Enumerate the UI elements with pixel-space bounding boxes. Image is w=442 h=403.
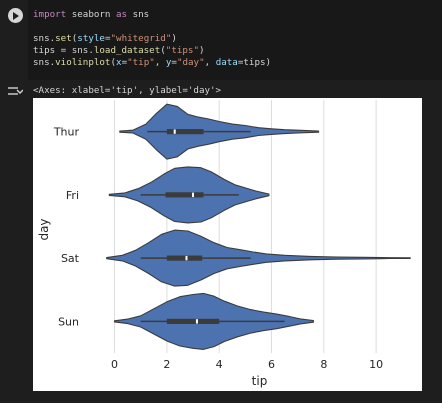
- code-token: "tip": [127, 57, 155, 68]
- code-token: "day": [176, 57, 205, 68]
- x-tick-label: 0: [111, 358, 118, 371]
- code-token: ): [171, 33, 177, 44]
- code-token: violinplot: [55, 57, 111, 68]
- code-line: sns.violinplot(x="tip", y="day", data=ti…: [33, 57, 271, 69]
- code-token: as: [116, 9, 128, 20]
- median-marker: [185, 255, 188, 261]
- code-token: "tips": [165, 45, 199, 56]
- code-token: (: [71, 33, 78, 44]
- code-token: x: [116, 57, 122, 68]
- code-token: (: [110, 57, 117, 68]
- code-token: tips = sns.: [33, 45, 94, 56]
- iqr-box: [166, 129, 204, 135]
- violin-chart: 0 2 4 6 8 10 tip day Thur Fri Sat Sun: [37, 100, 411, 388]
- code-token: import: [33, 9, 67, 20]
- iqr-box: [166, 255, 203, 261]
- violin-sat: [106, 229, 411, 287]
- x-tick-label: 2: [163, 358, 170, 371]
- output-text: <Axes: xlabel='tip', ylabel='day'>: [33, 85, 222, 96]
- code-token: set: [55, 33, 72, 44]
- code-token: y: [165, 57, 172, 68]
- y-axis-label: day: [37, 218, 51, 240]
- y-tick-label: Sun: [58, 315, 79, 328]
- play-circle-icon[interactable]: [8, 8, 23, 23]
- code-token: =: [121, 57, 128, 68]
- iqr-box: [165, 192, 204, 198]
- code-token: =: [171, 57, 177, 68]
- code-token: sns: [127, 9, 150, 20]
- code-line: sns.set(style="whitegrid"): [33, 33, 177, 45]
- code-token: ,: [204, 57, 216, 68]
- code-token: "whitegrid": [110, 33, 172, 44]
- iqr-box: [166, 318, 220, 324]
- code-cell[interactable]: import seaborn as sns sns.set(style="whit…: [0, 0, 442, 80]
- code-token: ): [199, 45, 205, 56]
- code-token: load_dataset: [93, 45, 161, 56]
- median-marker: [195, 319, 198, 324]
- code-line: tips = sns.load_dataset("tips"): [33, 45, 205, 57]
- plot-output: 0 2 4 6 8 10 tip day Thur Fri Sat Sun: [33, 98, 422, 391]
- code-token: sns.: [33, 33, 56, 44]
- median-marker: [173, 129, 176, 134]
- x-tick-label: 4: [216, 358, 223, 371]
- y-tick-label: Sat: [61, 252, 80, 265]
- code-token: sns.: [33, 57, 56, 68]
- code-line: import seaborn as sns: [33, 9, 149, 21]
- y-tick-label: Thur: [53, 126, 80, 139]
- x-tick-label: 8: [320, 358, 327, 371]
- code-token: =tips): [237, 57, 272, 68]
- code-token: data: [215, 57, 238, 68]
- output-toggle-icon[interactable]: [7, 85, 23, 97]
- code-token: style: [77, 33, 105, 44]
- x-axis-label: tip: [252, 374, 268, 388]
- code-token: =: [104, 33, 111, 44]
- code-editor[interactable]: [28, 0, 442, 80]
- y-tick-label: Fri: [66, 189, 79, 202]
- x-tick-label: 6: [268, 358, 275, 371]
- code-token: (: [160, 45, 166, 56]
- code-token: seaborn: [66, 9, 116, 20]
- code-token: ,: [154, 57, 166, 68]
- x-tick-label: 10: [369, 358, 383, 371]
- median-marker: [192, 192, 195, 198]
